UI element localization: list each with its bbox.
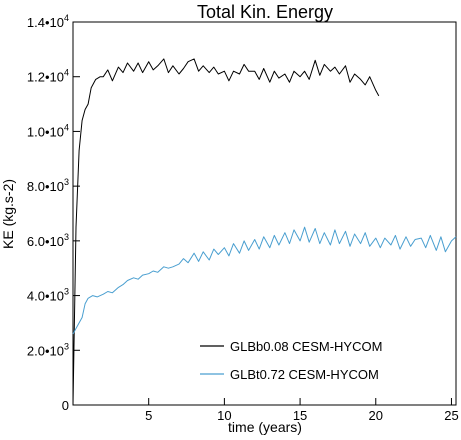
- x-tick-label-0: 5: [145, 408, 152, 423]
- y-tick-label-0: 0: [62, 398, 69, 413]
- y-tick-label-7: 1.4•104: [27, 13, 69, 30]
- x-axis: 5 10 15 20 25: [145, 398, 459, 423]
- y-tick-mantissa-5: 1.0•10: [27, 124, 64, 139]
- series-line-1: [72, 226, 457, 335]
- y-tick-exponent-4: 3: [64, 177, 69, 187]
- y-tick-label-1: 2.0•103: [27, 341, 69, 358]
- y-tick-label-6: 1.2•104: [27, 68, 69, 85]
- y-tick-mantissa-3: 6.0•10: [27, 234, 64, 249]
- series-line-0: [72, 58, 380, 406]
- y-tick-label-3: 6.0•103: [27, 232, 69, 249]
- x-tick-label-1: 10: [217, 408, 231, 423]
- y-tick-exponent-2: 3: [64, 287, 69, 297]
- x-tick-label-4: 25: [444, 408, 458, 423]
- y-axis: 02.0•1034.0•1036.0•1038.0•1031.0•1041.2•…: [27, 13, 80, 413]
- y-tick-exponent-7: 4: [64, 13, 69, 23]
- series-layer: [72, 58, 457, 406]
- y-tick-mantissa-6: 1.2•10: [27, 70, 64, 85]
- y-tick-exponent-6: 4: [64, 68, 69, 78]
- y-tick-mantissa-1: 2.0•10: [27, 343, 64, 358]
- plot-frame: [72, 21, 457, 406]
- legend-label-1: GLBt0.72 CESM-HYCOM: [230, 367, 379, 382]
- y-tick-exponent-1: 3: [64, 341, 69, 351]
- x-axis-label: time (years): [228, 419, 302, 435]
- y-tick-label-2: 4.0•103: [27, 287, 69, 304]
- legend-label-0: GLBb0.08 CESM-HYCOM: [230, 339, 382, 354]
- y-axis-label: KE (kg.s-2): [0, 179, 16, 249]
- y-tick-mantissa-4: 8.0•10: [27, 179, 64, 194]
- y-tick-mantissa-7: 1.4•10: [27, 15, 64, 30]
- legend: GLBb0.08 CESM-HYCOM GLBt0.72 CESM-HYCOM: [200, 339, 382, 382]
- y-tick-mantissa-2: 4.0•10: [27, 289, 64, 304]
- y-tick-label-4: 8.0•103: [27, 177, 69, 194]
- x-tick-label-2: 15: [293, 408, 307, 423]
- y-tick-exponent-5: 4: [64, 122, 69, 132]
- chart-title: Total Kin. Energy: [197, 2, 333, 22]
- y-tick-label-5: 1.0•104: [27, 122, 69, 139]
- x-tick-label-3: 20: [369, 408, 383, 423]
- y-tick-exponent-3: 3: [64, 232, 69, 242]
- y-tick-mantissa-0: 0: [62, 398, 69, 413]
